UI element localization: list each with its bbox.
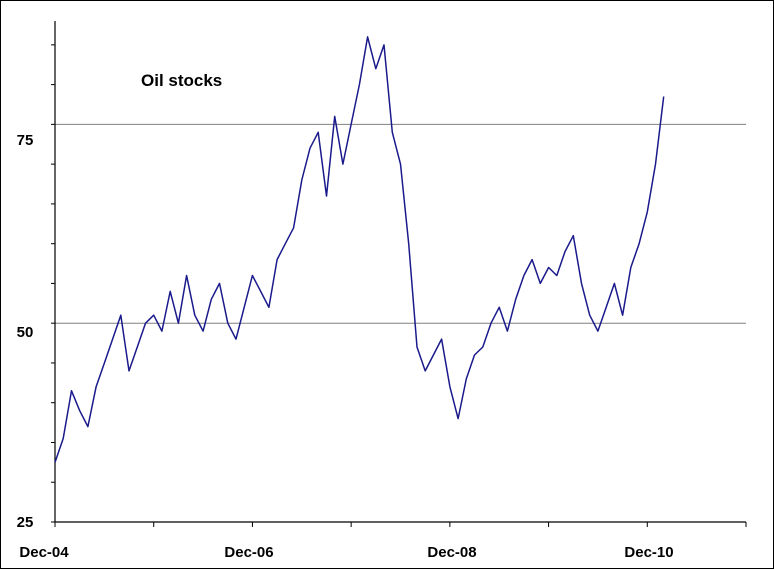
y-tick-label: 50 <box>17 324 34 341</box>
grid-layer <box>55 123 746 324</box>
x-tick-label: Dec-04 <box>19 544 69 561</box>
y-axis-ticks <box>51 44 55 523</box>
x-axis-labels: Dec-04 Dec-06 Dec-08 Dec-10 <box>19 544 673 561</box>
x-tick-label: Dec-08 <box>427 544 476 561</box>
y-tick-label: 25 <box>17 514 34 531</box>
x-axis-ticks <box>54 522 747 527</box>
x-tick-label: Dec-06 <box>224 544 273 561</box>
y-axis-labels: 25 50 75 <box>17 132 34 531</box>
oil-stocks-series-line <box>54 36 665 463</box>
chart-title: Oil stocks <box>141 71 222 90</box>
y-tick-label: 75 <box>17 132 34 149</box>
x-tick-label: Dec-10 <box>624 544 673 561</box>
axes-layer <box>54 21 746 523</box>
